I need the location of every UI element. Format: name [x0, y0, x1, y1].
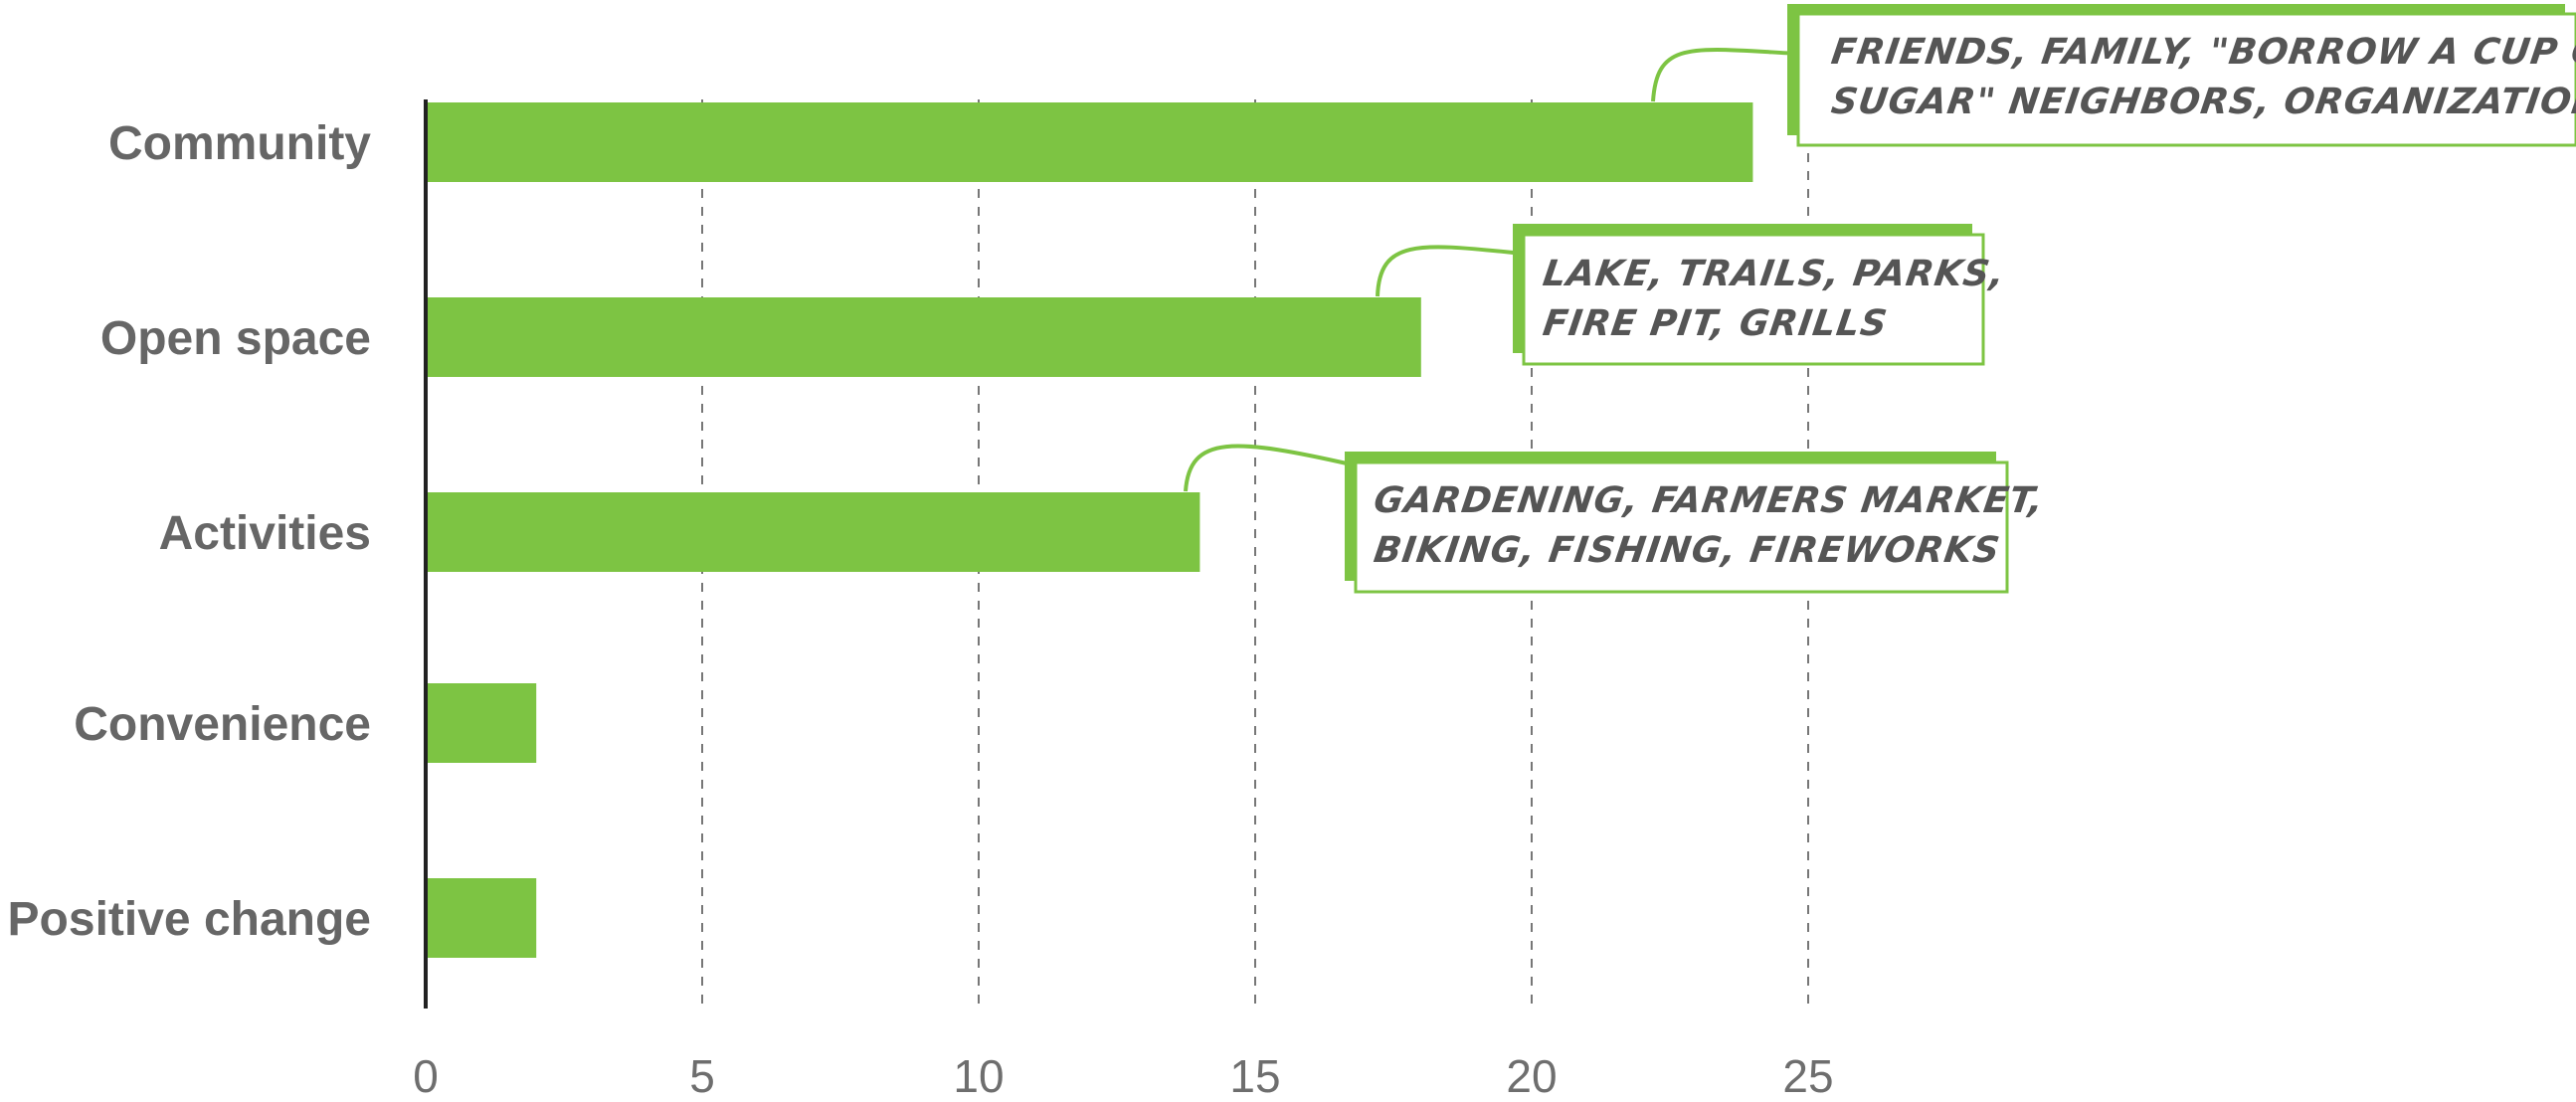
category-label-community: Community: [108, 117, 371, 170]
callout-open-space: LAKE, TRAILS, PARKS, FIRE PIT, GRILLS: [1376, 224, 2008, 366]
x-tick-label-5: 5: [689, 1050, 715, 1102]
category-label-activities: Activities: [159, 507, 371, 560]
callout-leader-line: [1651, 48, 1799, 102]
bar-community: [426, 102, 1753, 182]
bar-open-space: [426, 297, 1421, 377]
callout-leader-line: [1376, 245, 1525, 297]
callouts: FRIENDS, FAMILY, "BORROW A CUP OF SUGAR" …: [1184, 4, 2576, 594]
x-tick-label-25: 25: [1782, 1050, 1833, 1102]
callout-box: [1354, 460, 2009, 594]
callout-community: FRIENDS, FAMILY, "BORROW A CUP OF SUGAR" …: [1651, 4, 2576, 147]
callout-text-line: GARDENING, FARMERS MARKET,: [1372, 478, 2047, 521]
x-tick-label-0: 0: [413, 1050, 439, 1102]
category-labels: Community Open space Activities Convenience…: [8, 117, 372, 946]
callout-text-line: BIKING, FISHING, FIREWORKS: [1372, 528, 2003, 571]
x-tick-label-10: 10: [953, 1050, 1004, 1102]
bar-activities: [426, 492, 1200, 572]
callout-text-line: FIRE PIT, GRILLS: [1541, 301, 1891, 344]
category-label-open-space: Open space: [100, 312, 371, 365]
callout-text-line: SUGAR" NEIGHBORS, ORGANIZATIONS: [1829, 80, 2576, 122]
bar-convenience: [426, 683, 537, 763]
callout-text-line: FRIENDS, FAMILY, "BORROW A CUP OF: [1829, 30, 2576, 73]
x-tick-label-15: 15: [1229, 1050, 1280, 1102]
tick-labels: 0 5 10 15 20 25: [413, 1050, 1833, 1102]
bars: [426, 102, 1753, 958]
callout-leader-line: [1184, 444, 1357, 492]
category-label-positive-change: Positive change: [8, 893, 371, 946]
callout-box: [1522, 233, 1985, 366]
bar-positive-change: [426, 878, 537, 958]
category-label-convenience: Convenience: [74, 698, 371, 751]
callout-text-line: LAKE, TRAILS, PARKS,: [1541, 252, 2008, 294]
callout-activities: GARDENING, FARMERS MARKET, BIKING, FISHIN…: [1184, 444, 2047, 594]
x-tick-label-20: 20: [1506, 1050, 1557, 1102]
callout-box: [1796, 12, 2576, 147]
